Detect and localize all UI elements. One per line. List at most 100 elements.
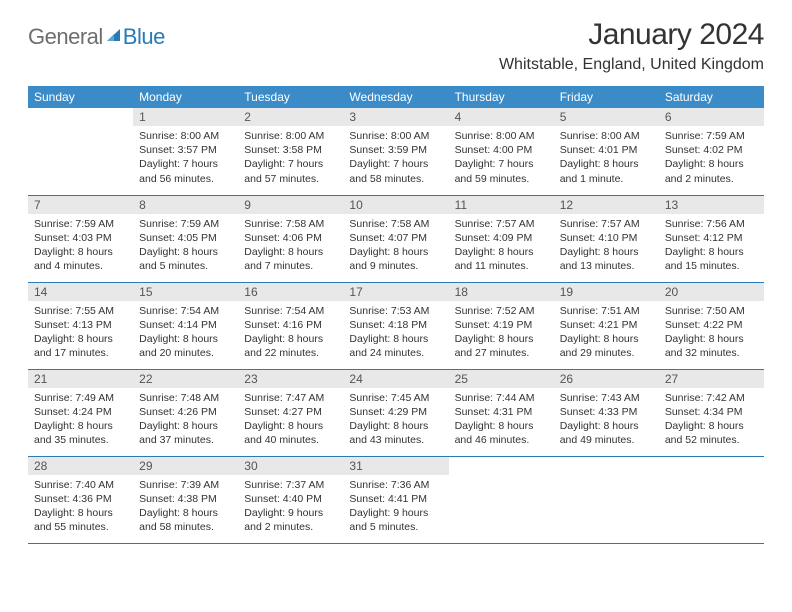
day-info: Sunrise: 7:57 AMSunset: 4:10 PMDaylight:…	[560, 217, 653, 274]
day-info: Sunrise: 7:58 AMSunset: 4:06 PMDaylight:…	[244, 217, 337, 274]
daylight-text-1: Daylight: 8 hours	[34, 245, 127, 259]
daylight-text-1: Daylight: 8 hours	[455, 419, 548, 433]
day-number: 6	[659, 108, 764, 126]
day-info: Sunrise: 7:48 AMSunset: 4:26 PMDaylight:…	[139, 391, 232, 448]
day-number: 25	[449, 370, 554, 388]
sunset-text: Sunset: 4:33 PM	[560, 405, 653, 419]
day-number: 30	[238, 457, 343, 475]
sunrise-text: Sunrise: 7:59 AM	[34, 217, 127, 231]
location-subtitle: Whitstable, England, United Kingdom	[499, 56, 764, 74]
calendar-empty-cell	[28, 108, 133, 195]
calendar-day-cell: 18Sunrise: 7:52 AMSunset: 4:19 PMDayligh…	[449, 282, 554, 369]
sunrise-text: Sunrise: 7:37 AM	[244, 478, 337, 492]
sunrise-text: Sunrise: 7:42 AM	[665, 391, 758, 405]
sunset-text: Sunset: 4:02 PM	[665, 143, 758, 157]
sunrise-text: Sunrise: 7:49 AM	[34, 391, 127, 405]
daylight-text-1: Daylight: 8 hours	[349, 245, 442, 259]
day-info: Sunrise: 7:56 AMSunset: 4:12 PMDaylight:…	[665, 217, 758, 274]
daylight-text-2: and 58 minutes.	[139, 520, 232, 534]
daylight-text-2: and 55 minutes.	[34, 520, 127, 534]
sunset-text: Sunset: 4:19 PM	[455, 318, 548, 332]
sunrise-text: Sunrise: 7:40 AM	[34, 478, 127, 492]
calendar-week-row: 1 Sunrise: 8:00 AMSunset: 3:57 PMDaylight…	[28, 108, 764, 195]
sunset-text: Sunset: 4:41 PM	[349, 492, 442, 506]
sunrise-text: Sunrise: 7:45 AM	[349, 391, 442, 405]
day-info: Sunrise: 7:54 AMSunset: 4:14 PMDaylight:…	[139, 304, 232, 361]
day-number: 20	[659, 283, 764, 301]
day-header: Monday	[133, 86, 238, 108]
calendar-day-cell: 25 Sunrise: 7:44 AMSunset: 4:31 PMDayligh…	[449, 369, 554, 456]
calendar-day-cell: 19Sunrise: 7:51 AMSunset: 4:21 PMDayligh…	[554, 282, 659, 369]
sunset-text: Sunset: 4:36 PM	[34, 492, 127, 506]
calendar-week-row: 7Sunrise: 7:59 AMSunset: 4:03 PMDaylight…	[28, 195, 764, 282]
sunset-text: Sunset: 4:06 PM	[244, 231, 337, 245]
sunrise-text: Sunrise: 7:56 AM	[665, 217, 758, 231]
day-number: 2	[238, 108, 343, 126]
calendar-day-cell: 29Sunrise: 7:39 AMSunset: 4:38 PMDayligh…	[133, 456, 238, 543]
sunset-text: Sunset: 4:03 PM	[34, 231, 127, 245]
sunset-text: Sunset: 3:58 PM	[244, 143, 337, 157]
daylight-text-2: and 49 minutes.	[560, 433, 653, 447]
day-info: Sunrise: 7:51 AMSunset: 4:21 PMDaylight:…	[560, 304, 653, 361]
sunset-text: Sunset: 4:29 PM	[349, 405, 442, 419]
day-info: Sunrise: 7:37 AMSunset: 4:40 PMDaylight:…	[244, 478, 337, 535]
daylight-text-2: and 56 minutes.	[139, 172, 232, 186]
day-info: Sunrise: 7:42 AMSunset: 4:34 PMDaylight:…	[665, 391, 758, 448]
calendar-day-cell: 28Sunrise: 7:40 AMSunset: 4:36 PMDayligh…	[28, 456, 133, 543]
daylight-text-1: Daylight: 8 hours	[349, 332, 442, 346]
daylight-text-1: Daylight: 9 hours	[349, 506, 442, 520]
daylight-text-1: Daylight: 8 hours	[455, 332, 548, 346]
day-info: Sunrise: 7:36 AMSunset: 4:41 PMDaylight:…	[349, 478, 442, 535]
day-header: Sunday	[28, 86, 133, 108]
daylight-text-1: Daylight: 7 hours	[455, 157, 548, 171]
calendar-week-row: 14Sunrise: 7:55 AMSunset: 4:13 PMDayligh…	[28, 282, 764, 369]
calendar-day-cell: 10Sunrise: 7:58 AMSunset: 4:07 PMDayligh…	[343, 195, 448, 282]
sunrise-text: Sunrise: 7:57 AM	[455, 217, 548, 231]
daylight-text-2: and 5 minutes.	[349, 520, 442, 534]
day-info: Sunrise: 7:39 AMSunset: 4:38 PMDaylight:…	[139, 478, 232, 535]
day-number: 21	[28, 370, 133, 388]
calendar-empty-cell	[449, 456, 554, 543]
calendar-day-cell: 9 Sunrise: 7:58 AMSunset: 4:06 PMDaylight…	[238, 195, 343, 282]
calendar-day-cell: 27Sunrise: 7:42 AMSunset: 4:34 PMDayligh…	[659, 369, 764, 456]
day-header: Tuesday	[238, 86, 343, 108]
day-number: 8	[133, 196, 238, 214]
day-info: Sunrise: 7:57 AMSunset: 4:09 PMDaylight:…	[455, 217, 548, 274]
calendar-day-cell: 7Sunrise: 7:59 AMSunset: 4:03 PMDaylight…	[28, 195, 133, 282]
sunset-text: Sunset: 4:26 PM	[139, 405, 232, 419]
calendar-day-cell: 16Sunrise: 7:54 AMSunset: 4:16 PMDayligh…	[238, 282, 343, 369]
sunset-text: Sunset: 4:16 PM	[244, 318, 337, 332]
daylight-text-1: Daylight: 8 hours	[244, 332, 337, 346]
daylight-text-1: Daylight: 7 hours	[244, 157, 337, 171]
day-info: Sunrise: 8:00 AMSunset: 3:58 PMDaylight:…	[244, 129, 337, 186]
day-number: 9	[238, 196, 343, 214]
sunrise-text: Sunrise: 7:44 AM	[455, 391, 548, 405]
daylight-text-2: and 4 minutes.	[34, 259, 127, 273]
logo-sail-icon	[105, 24, 123, 50]
day-number: 26	[554, 370, 659, 388]
daylight-text-2: and 15 minutes.	[665, 259, 758, 273]
day-header: Wednesday	[343, 86, 448, 108]
sunset-text: Sunset: 4:10 PM	[560, 231, 653, 245]
sunrise-text: Sunrise: 7:43 AM	[560, 391, 653, 405]
sunrise-text: Sunrise: 7:55 AM	[34, 304, 127, 318]
day-number: 3	[343, 108, 448, 126]
day-info: Sunrise: 8:00 AMSunset: 3:57 PMDaylight:…	[139, 129, 232, 186]
sunrise-text: Sunrise: 7:54 AM	[244, 304, 337, 318]
day-number: 31	[343, 457, 448, 475]
daylight-text-1: Daylight: 8 hours	[665, 332, 758, 346]
daylight-text-2: and 20 minutes.	[139, 346, 232, 360]
daylight-text-2: and 35 minutes.	[34, 433, 127, 447]
day-number: 10	[343, 196, 448, 214]
calendar-week-row: 21Sunrise: 7:49 AMSunset: 4:24 PMDayligh…	[28, 369, 764, 456]
daylight-text-1: Daylight: 8 hours	[34, 332, 127, 346]
daylight-text-1: Daylight: 7 hours	[139, 157, 232, 171]
sunset-text: Sunset: 4:31 PM	[455, 405, 548, 419]
daylight-text-1: Daylight: 8 hours	[560, 245, 653, 259]
sunrise-text: Sunrise: 7:36 AM	[349, 478, 442, 492]
sunrise-text: Sunrise: 7:51 AM	[560, 304, 653, 318]
day-number: 1	[133, 108, 238, 126]
calendar-day-cell: 31 Sunrise: 7:36 AMSunset: 4:41 PMDayligh…	[343, 456, 448, 543]
day-info: Sunrise: 7:55 AMSunset: 4:13 PMDaylight:…	[34, 304, 127, 361]
title-block: January 2024 Whitstable, England, United…	[499, 18, 764, 80]
